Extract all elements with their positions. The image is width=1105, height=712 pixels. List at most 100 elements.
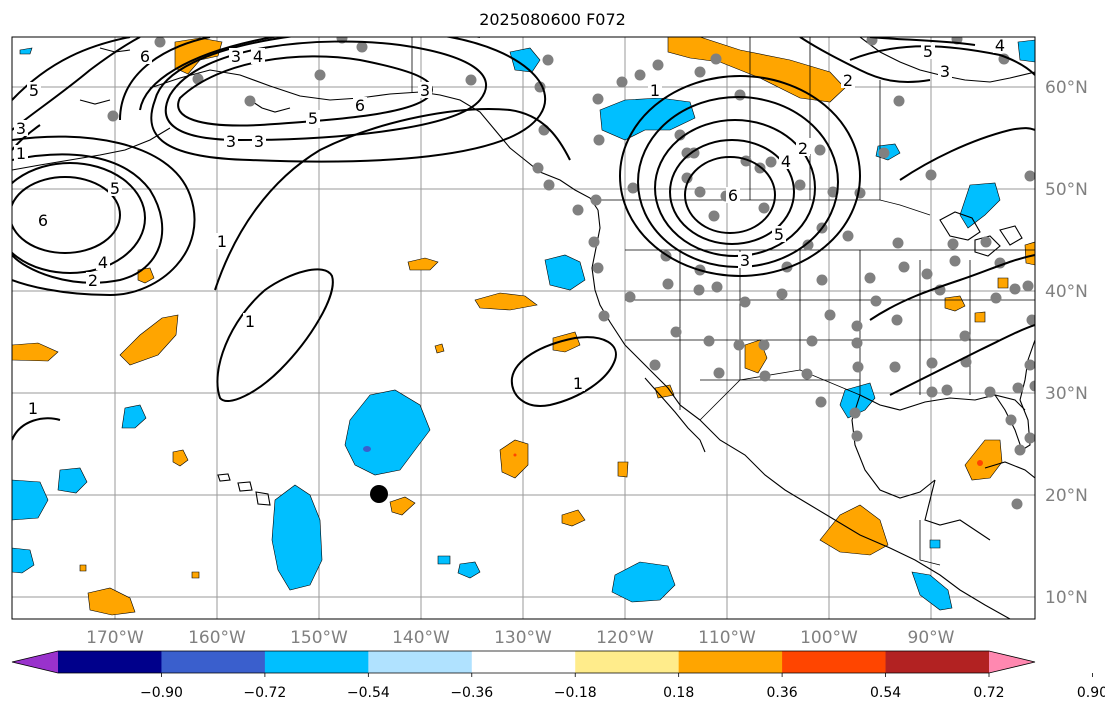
lat-tick-label: 60°N xyxy=(1045,78,1088,98)
station-point xyxy=(851,320,863,332)
contour-label: 2 xyxy=(798,139,808,158)
station-point xyxy=(1005,414,1017,426)
map-title: 2025080600 F072 xyxy=(479,10,626,29)
colorbar-tick-label: −0.54 xyxy=(347,685,390,701)
contour-label-mask xyxy=(738,252,752,268)
lon-tick-label: 110°W xyxy=(698,628,756,648)
colorbar-segment xyxy=(471,651,576,673)
station-point xyxy=(356,41,368,53)
station-point xyxy=(816,274,828,286)
lon-tick-label: 150°W xyxy=(290,628,348,648)
contour-label-mask xyxy=(26,400,40,416)
station-point xyxy=(1024,432,1035,444)
lon-tick-label: 130°W xyxy=(494,628,552,648)
contour-label-mask xyxy=(229,48,243,64)
station-point xyxy=(801,368,813,380)
station-point xyxy=(984,386,996,398)
location-marker xyxy=(370,485,388,503)
contour-labels: 3465336531245611142565312432531 xyxy=(14,36,1007,418)
contour-label: 1 xyxy=(245,312,255,331)
station-point xyxy=(592,93,604,105)
station-point xyxy=(1024,359,1035,371)
station-point xyxy=(941,384,953,396)
station-point xyxy=(532,162,544,174)
contour-label: 2 xyxy=(843,71,853,90)
colorbar-tick-label: 0.18 xyxy=(663,685,694,701)
station-point xyxy=(851,337,863,349)
strong-positive-core xyxy=(513,453,983,466)
contour-label: 1 xyxy=(573,374,583,393)
station-point xyxy=(802,239,814,251)
station-point xyxy=(925,169,937,181)
positive-anomaly-regions xyxy=(12,37,1035,616)
contour-label: 3 xyxy=(420,81,430,100)
colorbar-tick-label: 0.90 xyxy=(1077,685,1105,701)
contour-label-mask xyxy=(796,140,810,156)
contour-label: 3 xyxy=(254,132,264,151)
station-point xyxy=(1024,170,1035,182)
station-point xyxy=(590,194,602,206)
contour-label-mask xyxy=(921,43,935,59)
colorbar-tick-label: 0.36 xyxy=(767,685,798,701)
lon-tick-label: 90°W xyxy=(908,628,955,648)
contour-label: 3 xyxy=(16,119,26,138)
colorbar-extend-low xyxy=(12,651,58,673)
station-point xyxy=(1014,444,1026,456)
contour-label: 6 xyxy=(38,211,48,230)
contour-label-mask xyxy=(353,97,367,113)
station-point xyxy=(889,361,901,373)
contour-label: 1 xyxy=(217,232,227,251)
lon-tick-label: 120°W xyxy=(596,628,654,648)
contour-label: 3 xyxy=(740,251,750,270)
contour-label-mask xyxy=(251,48,265,64)
station-point xyxy=(990,292,1002,304)
contour-label: 5 xyxy=(923,42,933,61)
colorbar-extend-high xyxy=(989,651,1035,673)
station-point xyxy=(708,210,720,222)
station-point xyxy=(710,53,722,65)
contour-label-mask xyxy=(108,180,122,196)
colorbar-tick-label: 0.54 xyxy=(870,685,901,701)
longitude-tick-labels: 170°W 160°W 150°W 140°W 130°W 120°W 110°W 100°W… xyxy=(86,628,955,648)
station-point xyxy=(674,129,686,141)
station-point xyxy=(694,66,706,78)
station-point xyxy=(806,335,818,347)
station-point xyxy=(980,236,992,248)
station-point xyxy=(926,386,938,398)
colorbar-segment xyxy=(264,651,369,673)
station-point xyxy=(711,281,723,293)
contour-label-mask xyxy=(224,133,238,149)
station-points xyxy=(107,37,1035,510)
map-border xyxy=(11,36,1036,620)
colorbar-tick-label: 0.72 xyxy=(973,685,1004,701)
station-point xyxy=(693,284,705,296)
station-point xyxy=(891,314,903,326)
station-point xyxy=(851,430,863,442)
contour-label-mask xyxy=(938,63,952,79)
contour-label-mask xyxy=(243,313,257,329)
lon-tick-label: 170°W xyxy=(86,628,144,648)
contour-label-mask xyxy=(14,145,28,161)
station-point xyxy=(854,187,866,199)
station-point xyxy=(244,95,256,107)
negative-anomaly-regions xyxy=(12,39,1035,611)
contour-label: 3 xyxy=(226,132,236,151)
lat-tick-label: 50°N xyxy=(1045,180,1088,200)
station-point xyxy=(538,124,550,136)
station-point xyxy=(852,361,864,373)
contour-label: 4 xyxy=(995,36,1005,55)
station-point xyxy=(572,204,584,216)
station-point xyxy=(703,335,715,347)
station-point xyxy=(794,179,806,191)
station-point xyxy=(1009,283,1021,295)
station-point xyxy=(681,172,693,184)
colorbar-segment xyxy=(368,651,473,673)
lat-tick-label: 10°N xyxy=(1045,588,1088,608)
lon-tick-label: 100°W xyxy=(800,628,858,648)
contour-label-mask xyxy=(86,272,100,288)
station-point xyxy=(627,182,639,194)
contour-label-mask xyxy=(27,82,41,98)
contour-label: 6 xyxy=(355,96,365,115)
contour-label: 6 xyxy=(728,186,738,205)
